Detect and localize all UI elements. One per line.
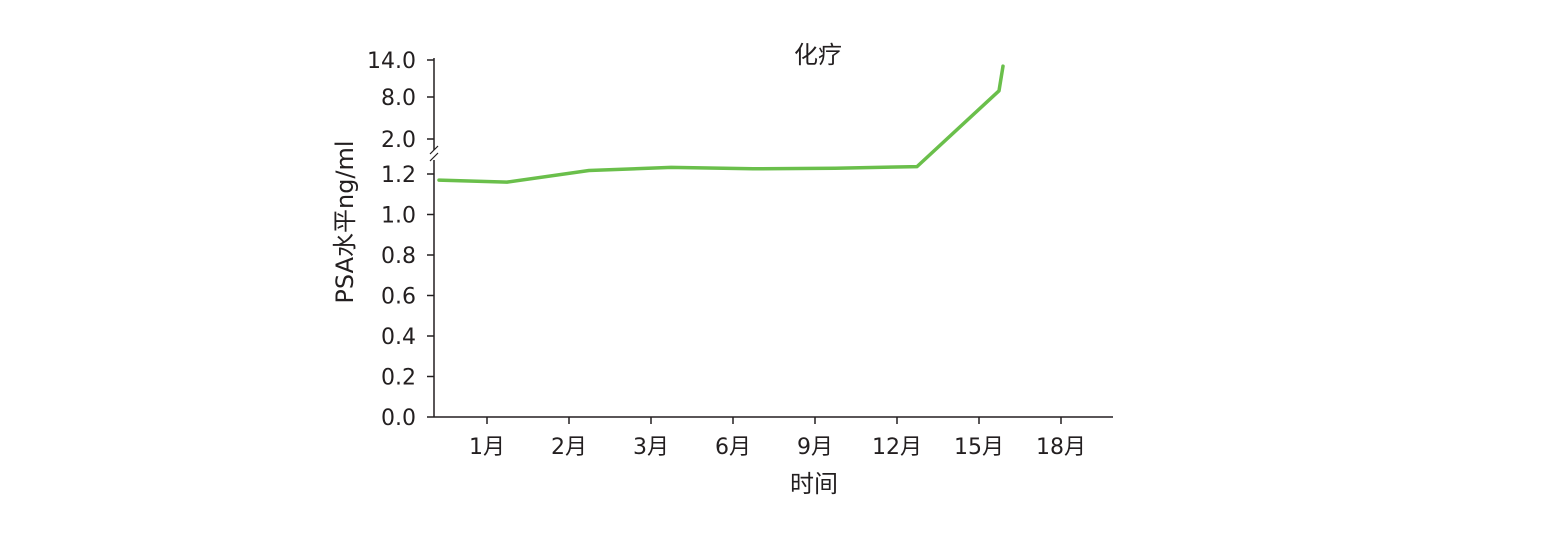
y-tick-label: 0.4: [381, 325, 416, 350]
series-line: [437, 64, 1005, 184]
y-tick-label: 0.2: [381, 366, 416, 391]
x-tick-label: 15月: [954, 435, 1004, 460]
series-layer: [437, 64, 1005, 184]
axis-break-mark: [429, 152, 439, 162]
y-tick-label: 8.0: [381, 86, 416, 111]
x-tick-label: 12月: [872, 435, 922, 460]
y-tick-label: 0.6: [381, 285, 416, 310]
x-tick-label: 1月: [469, 435, 505, 460]
y-axis-ticks: 0.0 0.2 0.4 0.6 0.8 1.0 1.2 2.0 8.0 14.0: [367, 49, 434, 431]
y-tick-label: 1.2: [381, 163, 416, 188]
x-tick-label: 6月: [715, 435, 751, 460]
x-tick-label: 2月: [551, 435, 587, 460]
annotation-chemo: 化疗: [794, 41, 842, 69]
x-tick-label: 3月: [633, 435, 669, 460]
x-axis-title: 时间: [790, 470, 838, 498]
x-tick-label: 9月: [797, 435, 833, 460]
y-axis-title: PSA水平ng/ml: [331, 140, 359, 303]
x-axis-ticks: 1月 2月 3月 6月 9月 12月 15月 18月: [469, 417, 1086, 460]
y-tick-label: 1.0: [381, 204, 416, 229]
y-tick-label: 0.0: [381, 406, 416, 431]
y-tick-label: 14.0: [367, 49, 416, 74]
x-tick-label: 18月: [1036, 435, 1086, 460]
y-tick-label: 0.8: [381, 244, 416, 269]
axes: [429, 58, 1113, 418]
axis-break-mark: [429, 145, 439, 155]
y-tick-label: 2.0: [381, 128, 416, 153]
